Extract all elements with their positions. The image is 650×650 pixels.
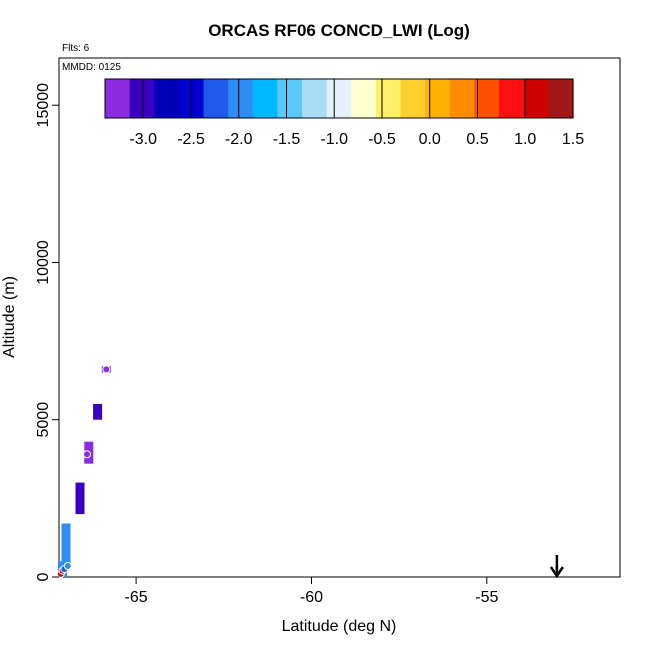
colorbar-swatch [400, 79, 426, 118]
arrow-layer [549, 555, 564, 579]
colorbar-swatch [228, 79, 254, 118]
colorbar-tick-label: -2.0 [225, 131, 253, 148]
colorbar: -3.0 -2.5 -2.0 -1.5 -1.0 -0.5 0.0 0.5 1.0 1.5 [104, 78, 584, 148]
x-axis: -65 -60 -55 [125, 577, 498, 606]
colorbar-tick-label: -0.5 [368, 131, 396, 148]
colorbar-tick-label: 1.0 [514, 131, 536, 148]
y-axis-title: Altitude (m) [1, 276, 18, 358]
x-tick-label: -60 [300, 589, 323, 606]
colorbar-swatch [474, 79, 500, 118]
colorbar-swatch [548, 79, 574, 118]
data-point [102, 365, 111, 374]
colorbar-tick-label: -3.0 [129, 131, 157, 148]
colorbar-swatch [449, 79, 476, 118]
colorbar-swatch [129, 79, 155, 118]
colorbar-swatch [499, 79, 525, 118]
data-point [63, 562, 72, 570]
flights-annotation: Flts: 6 [62, 43, 90, 54]
y-tick-label: 0 [35, 572, 52, 581]
x-axis-title: Latitude (deg N) [282, 618, 397, 635]
data-layer [56, 365, 111, 578]
colorbar-tick-label: -1.5 [273, 131, 301, 148]
colorbar-swatch [252, 79, 279, 118]
y-axis: 0 5000 10000 15000 [35, 83, 59, 581]
arrow-head [549, 566, 564, 579]
colorbar-swatch [523, 79, 549, 118]
colorbar-swatch [375, 79, 402, 118]
colorbar-tick-label: 0.5 [466, 131, 488, 148]
data-cell [61, 523, 71, 568]
colorbar-tick-label: 0.0 [419, 131, 441, 148]
colorbar-tick-label: -1.0 [320, 131, 348, 148]
colorbar-swatch [154, 79, 180, 118]
x-tick-label: -55 [475, 589, 498, 606]
y-tick-label: 5000 [35, 402, 52, 438]
y-tick-label: 10000 [35, 240, 52, 285]
x-tick-label: -65 [125, 589, 148, 606]
colorbar-swatch [302, 79, 328, 118]
data-point [83, 450, 91, 459]
colorbar-swatch [178, 79, 205, 118]
y-tick-label: 15000 [35, 83, 52, 128]
colorbar-swatch [203, 79, 229, 118]
colorbar-tick-label: -2.5 [177, 131, 205, 148]
mmdd-annotation: MMDD: 0125 [62, 62, 121, 73]
data-cell [93, 404, 103, 420]
plot-frame [58, 57, 621, 578]
colorbar-swatch [351, 79, 377, 118]
colorbar-swatch [277, 79, 303, 118]
colorbar-tick-label: 1.5 [562, 131, 584, 148]
colorbar-swatch [105, 79, 131, 118]
colorbar-swatch [425, 79, 451, 118]
chart-title: ORCAS RF06 CONCD_LWI (Log) [208, 21, 470, 40]
data-cell [75, 482, 85, 515]
colorbar-swatch [326, 79, 352, 118]
